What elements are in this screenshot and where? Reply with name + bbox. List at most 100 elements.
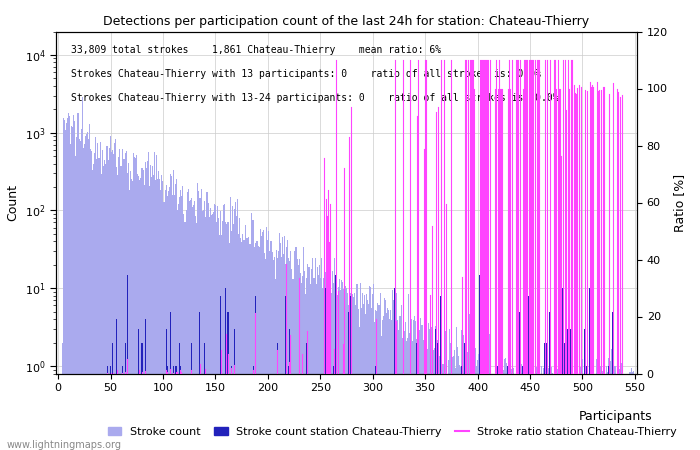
- Bar: [362, 293, 363, 450]
- Bar: [158, 171, 160, 450]
- Bar: [130, 171, 131, 450]
- Bar: [630, 372, 631, 450]
- Bar: [335, 293, 337, 450]
- Bar: [187, 192, 188, 450]
- Bar: [560, 366, 561, 450]
- Bar: [106, 146, 107, 450]
- Bar: [170, 174, 171, 450]
- Bar: [601, 366, 602, 450]
- Bar: [345, 286, 346, 450]
- Bar: [565, 366, 566, 450]
- Bar: [520, 374, 521, 450]
- Bar: [556, 366, 557, 450]
- Bar: [86, 135, 87, 450]
- Bar: [288, 366, 289, 450]
- Bar: [139, 180, 141, 450]
- Bar: [544, 374, 545, 450]
- Bar: [538, 288, 539, 450]
- Bar: [581, 296, 582, 450]
- Bar: [470, 329, 471, 450]
- Bar: [424, 334, 425, 450]
- Bar: [405, 322, 406, 450]
- Bar: [238, 234, 239, 450]
- Bar: [393, 300, 394, 450]
- Bar: [261, 236, 262, 450]
- Bar: [289, 329, 290, 450]
- Bar: [91, 151, 92, 450]
- Bar: [304, 271, 305, 450]
- Bar: [93, 164, 95, 450]
- Bar: [217, 206, 218, 450]
- Bar: [579, 366, 580, 450]
- Bar: [151, 177, 152, 450]
- Bar: [435, 329, 436, 450]
- Bar: [124, 159, 125, 450]
- Bar: [74, 121, 76, 450]
- Bar: [171, 176, 172, 450]
- Bar: [410, 335, 411, 450]
- Bar: [514, 374, 516, 450]
- Bar: [625, 374, 626, 450]
- Bar: [584, 374, 585, 450]
- Bar: [312, 258, 314, 450]
- Bar: [64, 120, 65, 450]
- Bar: [302, 366, 303, 450]
- Bar: [245, 225, 246, 450]
- Bar: [101, 175, 102, 450]
- Bar: [516, 373, 517, 450]
- Bar: [465, 342, 466, 450]
- Bar: [299, 259, 300, 450]
- Bar: [454, 350, 455, 450]
- Bar: [429, 329, 430, 450]
- Bar: [370, 287, 371, 450]
- Bar: [470, 364, 471, 450]
- Bar: [448, 360, 449, 450]
- Bar: [126, 151, 127, 450]
- Bar: [571, 374, 573, 450]
- Bar: [104, 160, 105, 450]
- Bar: [580, 367, 581, 450]
- Bar: [241, 243, 242, 450]
- Bar: [409, 333, 410, 450]
- Bar: [237, 199, 238, 450]
- Bar: [199, 198, 200, 450]
- Bar: [89, 124, 90, 450]
- Bar: [387, 308, 388, 450]
- Bar: [430, 323, 431, 450]
- Bar: [468, 358, 469, 450]
- Bar: [524, 374, 525, 450]
- Bar: [539, 274, 540, 450]
- Bar: [568, 374, 569, 450]
- Bar: [170, 311, 171, 450]
- Bar: [461, 329, 463, 450]
- Bar: [363, 304, 364, 450]
- Bar: [457, 346, 458, 450]
- Bar: [598, 371, 600, 450]
- Bar: [564, 374, 565, 450]
- Bar: [186, 210, 187, 450]
- Bar: [178, 204, 179, 450]
- Bar: [70, 144, 71, 450]
- Bar: [333, 366, 335, 450]
- Bar: [531, 374, 533, 450]
- Bar: [328, 285, 329, 450]
- Text: Strokes Chateau-Thierry with 13 participants: 0    ratio of all strokes is: 0.0%: Strokes Chateau-Thierry with 13 particip…: [71, 69, 540, 79]
- Bar: [620, 329, 621, 450]
- Bar: [78, 139, 80, 450]
- Bar: [527, 369, 528, 450]
- Bar: [587, 370, 588, 450]
- Bar: [508, 329, 510, 450]
- Bar: [305, 294, 306, 450]
- Bar: [473, 361, 474, 450]
- Bar: [631, 368, 632, 450]
- Bar: [309, 267, 310, 450]
- Bar: [471, 288, 472, 450]
- Bar: [588, 374, 589, 450]
- Bar: [329, 311, 330, 450]
- Bar: [295, 247, 297, 450]
- Bar: [176, 180, 177, 450]
- Bar: [567, 329, 568, 450]
- Bar: [484, 311, 486, 450]
- Bar: [577, 364, 578, 450]
- Bar: [486, 288, 488, 450]
